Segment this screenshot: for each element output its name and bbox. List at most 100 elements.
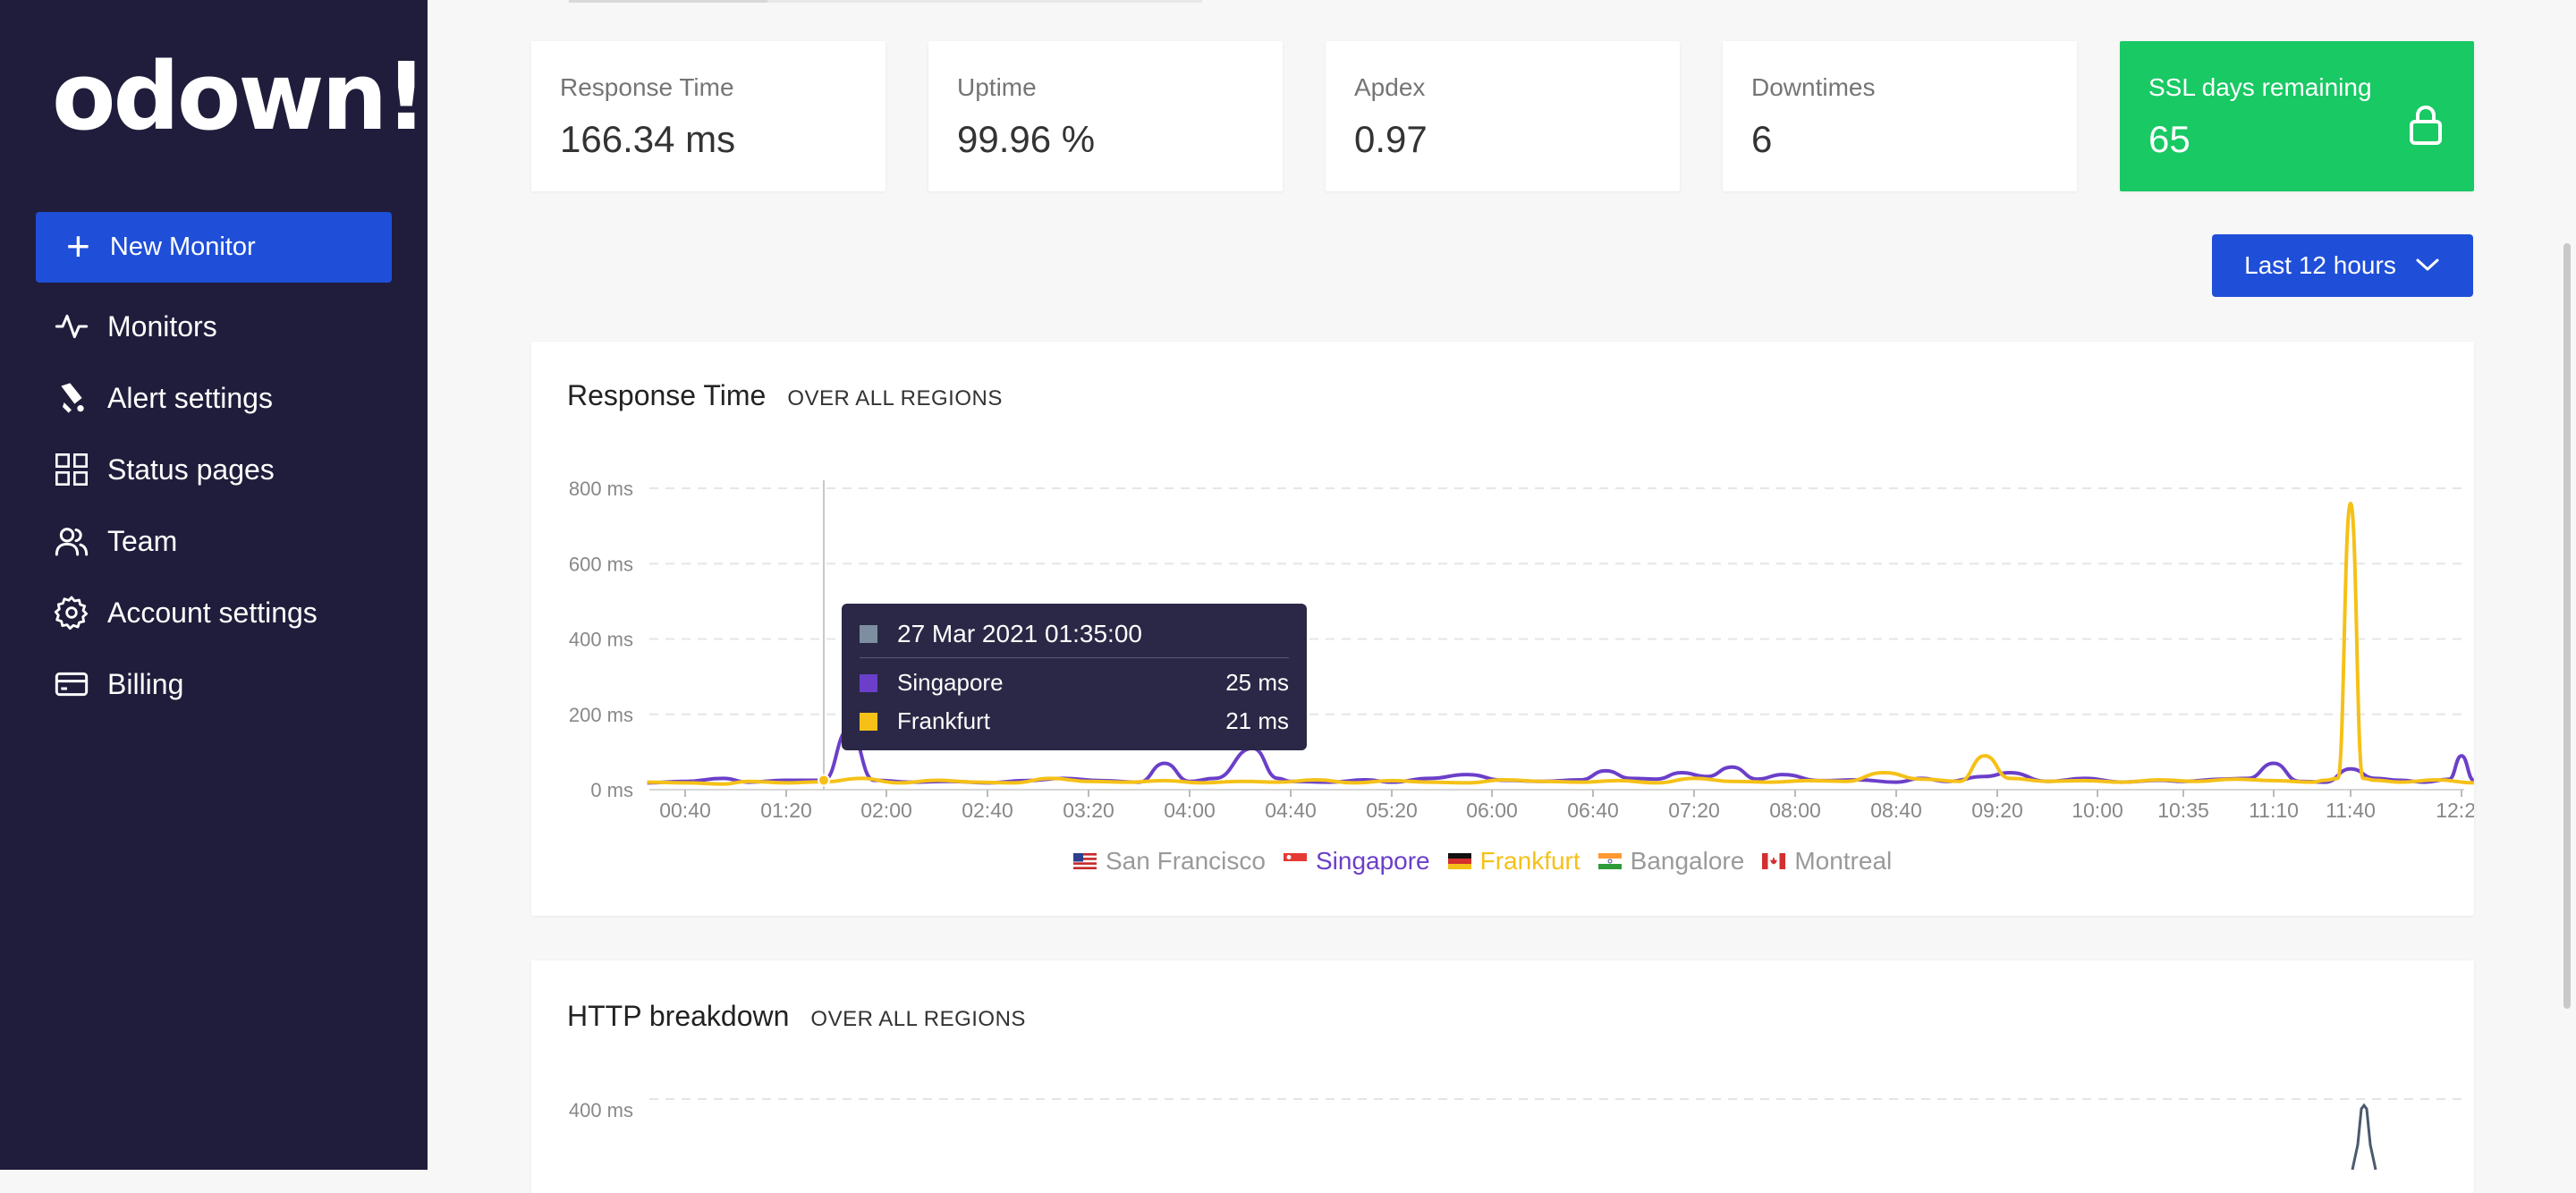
tab-active-indicator xyxy=(569,0,767,3)
scrollbar-thumb[interactable] xyxy=(2563,243,2571,1009)
plus-icon: + xyxy=(66,222,90,269)
x-tick-label: 02:40 xyxy=(962,799,1013,822)
x-tick-label: 02:00 xyxy=(860,799,912,822)
stat-card-response-time: Response Time 166.34 ms xyxy=(531,41,886,191)
x-tick-label: 09:20 xyxy=(1971,799,2023,822)
http-breakdown-chart[interactable]: 400 ms xyxy=(531,1073,2474,1170)
sidebar-item-label: Billing xyxy=(107,667,184,700)
sidebar-item-label: Alert settings xyxy=(107,381,273,414)
x-tick-label: 01:20 xyxy=(760,799,812,822)
tooltip-row-value: 21 ms xyxy=(1225,707,1289,734)
in-flag-icon xyxy=(1597,853,1622,869)
x-tick-label: 07:20 xyxy=(1668,799,1720,822)
new-monitor-label: New Monitor xyxy=(109,233,256,261)
x-tick-label: 11:40 xyxy=(2326,799,2376,822)
stat-label: Response Time xyxy=(560,73,734,101)
period-label: Last 12 hours xyxy=(2244,251,2396,279)
stat-card-ssl: SSL days remaining 65 xyxy=(2120,41,2474,191)
y-tick-label: 600 ms xyxy=(569,553,633,575)
card-title: HTTP breakdown OVER ALL REGIONS xyxy=(567,1000,1026,1033)
stat-value: 6 xyxy=(1751,118,1773,160)
legend-item-bangalore[interactable]: Bangalore xyxy=(1597,847,1745,876)
series-line xyxy=(2351,1103,2377,1170)
y-tick-label: 800 ms xyxy=(569,478,633,500)
chevron-down-icon xyxy=(2414,251,2441,280)
stat-label: Downtimes xyxy=(1751,73,1876,101)
y-tick-label: 400 ms xyxy=(569,1099,633,1121)
chart-legend: San Francisco Singapore Frankfurt Bangal… xyxy=(1073,847,1910,876)
stat-card-apdex: Apdex 0.97 xyxy=(1326,41,1680,191)
stat-card-downtimes: Downtimes 6 xyxy=(1723,41,2077,191)
sidebar-item-account-settings[interactable]: Account settings xyxy=(52,577,318,648)
y-tick-label: 200 ms xyxy=(569,704,633,726)
tooltip-row-frankfurt: Frankfurt 21 ms xyxy=(860,707,1289,735)
new-monitor-button[interactable]: + New Monitor xyxy=(36,212,392,283)
card-title: Response Time OVER ALL REGIONS xyxy=(567,379,1003,412)
x-tick-label: 10:35 xyxy=(2157,799,2209,822)
card-subtitle: OVER ALL REGIONS xyxy=(787,386,1003,410)
x-tick-label: 08:00 xyxy=(1769,799,1821,822)
sidebar-item-label: Account settings xyxy=(107,596,318,629)
tooltip-title: 27 Mar 2021 01:35:00 xyxy=(897,620,1142,647)
legend-item-singapore[interactable]: Singapore xyxy=(1283,847,1430,876)
sidebar-item-label: Status pages xyxy=(107,453,275,486)
legend-label: Bangalore xyxy=(1630,847,1745,875)
http-breakdown-card: HTTP breakdown OVER ALL REGIONS xyxy=(531,960,2474,1193)
x-tick-label: 08:40 xyxy=(1870,799,1922,822)
users-icon xyxy=(52,521,91,561)
legend-item-san-francisco[interactable]: San Francisco xyxy=(1073,847,1266,876)
x-tick-label: 03:20 xyxy=(1063,799,1114,822)
response-time-chart[interactable]: 0 ms 200 ms 400 ms 600 ms 800 ms 00:40 01:20 02… xyxy=(531,465,2474,833)
lock-icon xyxy=(2408,104,2444,151)
tab-bar xyxy=(569,0,1202,3)
legend-item-frankfurt[interactable]: Frankfurt xyxy=(1447,847,1580,876)
tooltip-swatch xyxy=(860,625,877,643)
stat-value: 0.97 xyxy=(1354,118,1428,160)
stat-value: 166.34 ms xyxy=(560,118,736,160)
tooltip-row-name: Frankfurt xyxy=(897,707,991,734)
stat-card-uptime: Uptime 99.96 % xyxy=(928,41,1283,191)
tooltip-header: 27 Mar 2021 01:35:00 xyxy=(860,620,1289,658)
legend-item-montreal[interactable]: Montreal xyxy=(1762,847,1892,876)
bell-icon xyxy=(52,378,91,418)
hover-point xyxy=(818,774,830,787)
stat-label: Apdex xyxy=(1354,73,1426,101)
sidebar-item-team[interactable]: Team xyxy=(52,505,318,577)
gear-icon xyxy=(52,593,91,632)
sg-flag-icon xyxy=(1283,853,1307,869)
grid-icon xyxy=(52,450,91,489)
card-subtitle: OVER ALL REGIONS xyxy=(810,1007,1026,1031)
stat-label: Uptime xyxy=(957,73,1037,101)
tooltip-row-singapore: Singapore 25 ms xyxy=(860,669,1289,697)
de-flag-icon xyxy=(1447,853,1471,869)
tooltip-row-value: 25 ms xyxy=(1225,669,1289,696)
x-tick-label: 04:00 xyxy=(1164,799,1216,822)
x-tick-label: 00:40 xyxy=(659,799,711,822)
y-tick-label: 0 ms xyxy=(590,779,633,801)
x-tick-label: 06:40 xyxy=(1567,799,1619,822)
legend-label: Singapore xyxy=(1315,847,1430,875)
tooltip-row-name: Singapore xyxy=(897,669,1004,696)
sidebar-item-alert-settings[interactable]: Alert settings xyxy=(52,362,318,434)
stat-value: 65 xyxy=(2148,118,2190,160)
sidebar-item-label: Team xyxy=(107,524,178,557)
series-line-frankfurt xyxy=(647,501,2474,786)
ca-flag-icon xyxy=(1762,853,1786,869)
sidebar-item-billing[interactable]: Billing xyxy=(52,648,318,720)
card-title-text: Response Time xyxy=(567,379,767,411)
x-tick-label: 05:20 xyxy=(1366,799,1418,822)
us-flag-icon xyxy=(1073,853,1097,869)
tooltip-swatch xyxy=(860,673,877,692)
x-tick-label: 04:40 xyxy=(1265,799,1317,822)
period-dropdown[interactable]: Last 12 hours xyxy=(2212,234,2473,297)
scrollbar[interactable] xyxy=(2558,0,2576,1170)
tooltip-swatch xyxy=(860,712,877,731)
chart-tooltip: 27 Mar 2021 01:35:00 Singapore 25 ms Fra… xyxy=(842,604,1307,750)
logo[interactable]: odown! xyxy=(52,42,428,151)
sidebar-item-monitors[interactable]: Monitors xyxy=(52,291,318,362)
x-tick-label: 10:00 xyxy=(2072,799,2123,822)
main-content: Response Time 166.34 ms Uptime 99.96 % A… xyxy=(428,0,2576,1170)
y-tick-label: 400 ms xyxy=(569,629,633,651)
sidebar-item-status-pages[interactable]: Status pages xyxy=(52,434,318,505)
activity-icon xyxy=(52,307,91,346)
